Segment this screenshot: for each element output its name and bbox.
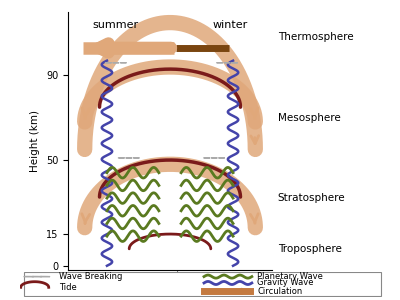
Text: Circulation: Circulation: [257, 287, 303, 296]
Text: Stratosphere: Stratosphere: [278, 193, 345, 203]
Text: Tide: Tide: [59, 283, 76, 292]
Text: winter: winter: [213, 20, 248, 31]
Text: Mesosphere: Mesosphere: [278, 113, 340, 123]
X-axis label: equator: equator: [148, 272, 192, 281]
Text: Thermosphere: Thermosphere: [278, 32, 353, 42]
Text: Planetary Wave: Planetary Wave: [257, 272, 323, 281]
FancyBboxPatch shape: [24, 272, 381, 296]
Y-axis label: Height (km): Height (km): [30, 110, 40, 172]
Text: Wave Breaking: Wave Breaking: [59, 272, 122, 281]
Text: Gravity Wave: Gravity Wave: [257, 278, 314, 287]
Text: Troposphere: Troposphere: [278, 244, 342, 254]
Text: summer: summer: [92, 20, 138, 31]
